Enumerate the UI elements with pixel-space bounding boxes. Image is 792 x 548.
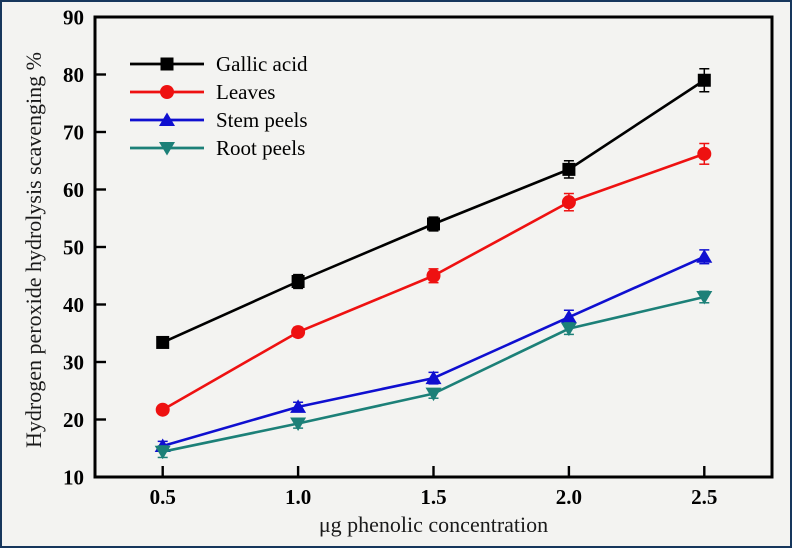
legend-item-root-peels: Root peels: [128, 134, 308, 162]
series-line: [162, 255, 705, 448]
triangle-up-marker: [560, 309, 577, 324]
y-tick-label: 30: [63, 351, 84, 375]
legend-item-stem-peels: Stem peels: [128, 106, 308, 134]
legend-triangle-down-marker-icon: [130, 142, 204, 156]
triangle-down-marker: [696, 291, 713, 305]
triangle-down-marker: [560, 322, 577, 337]
series-root-peels: [154, 290, 713, 460]
plot-frame: [93, 15, 774, 479]
triangle-up-marker: [696, 249, 713, 263]
triangle-down-marker: [425, 387, 442, 402]
square-marker: [697, 73, 711, 87]
triangle-up-marker: [425, 370, 442, 385]
square-marker: [427, 217, 440, 231]
triangle-down-marker: [159, 142, 175, 156]
triangle-down-marker: [154, 445, 171, 460]
y-tick-label: 20: [63, 408, 84, 432]
y-tick-label: 80: [63, 63, 84, 87]
square-marker: [156, 335, 170, 349]
y-tick-label: 40: [63, 293, 84, 317]
circle-marker: [697, 146, 712, 161]
triangle-up-marker: [159, 112, 175, 126]
circle-marker: [160, 85, 174, 99]
x-tick-label: 0.5: [150, 485, 176, 509]
y-axis-title: Hydrogen peroxide hydrolysis scavenging …: [21, 52, 46, 448]
series-gallic-acid: [156, 68, 711, 349]
x-tick-label: 1.0: [285, 485, 311, 509]
y-tick-label: 60: [63, 178, 84, 202]
x-axis-title: μg phenolic concentration: [318, 512, 549, 537]
legend-label-root-peels: Root peels: [216, 135, 306, 160]
y-tick-label: 90: [63, 6, 84, 30]
square-marker: [562, 162, 576, 176]
legend-label-gallic-acid: Gallic acid: [216, 51, 308, 76]
legend: Gallic acid Leaves Stem peels Root peels: [128, 50, 308, 162]
series-leaves: [155, 142, 712, 417]
axis-ticks: 10 20 30 40 50 60 70 80 90 0.5 1.0 1.5 2.0 2.5: [63, 6, 717, 510]
circle-marker: [426, 268, 441, 283]
y-tick-label: 10: [63, 466, 84, 490]
legend-label-leaves: Leaves: [216, 79, 276, 104]
square-marker: [160, 57, 174, 71]
legend-item-gallic-acid: Gallic acid: [128, 50, 308, 78]
legend-square-marker-icon: [130, 57, 204, 71]
triangle-up-marker: [290, 399, 307, 413]
legend-triangle-up-marker-icon: [130, 112, 204, 126]
square-marker: [291, 275, 305, 288]
legend-circle-marker-icon: [130, 85, 204, 99]
circle-marker: [561, 195, 576, 210]
circle-marker: [155, 402, 170, 417]
y-tick-label: 70: [63, 121, 84, 145]
legend-label-stem-peels: Stem peels: [216, 107, 308, 132]
y-tick-label: 50: [63, 236, 84, 260]
x-tick-label: 1.5: [420, 485, 446, 509]
x-tick-label: 2.0: [556, 485, 582, 509]
triangle-down-marker: [290, 417, 307, 432]
legend-item-leaves: Leaves: [128, 78, 308, 106]
circle-marker: [291, 325, 306, 340]
x-tick-label: 2.5: [691, 485, 717, 509]
